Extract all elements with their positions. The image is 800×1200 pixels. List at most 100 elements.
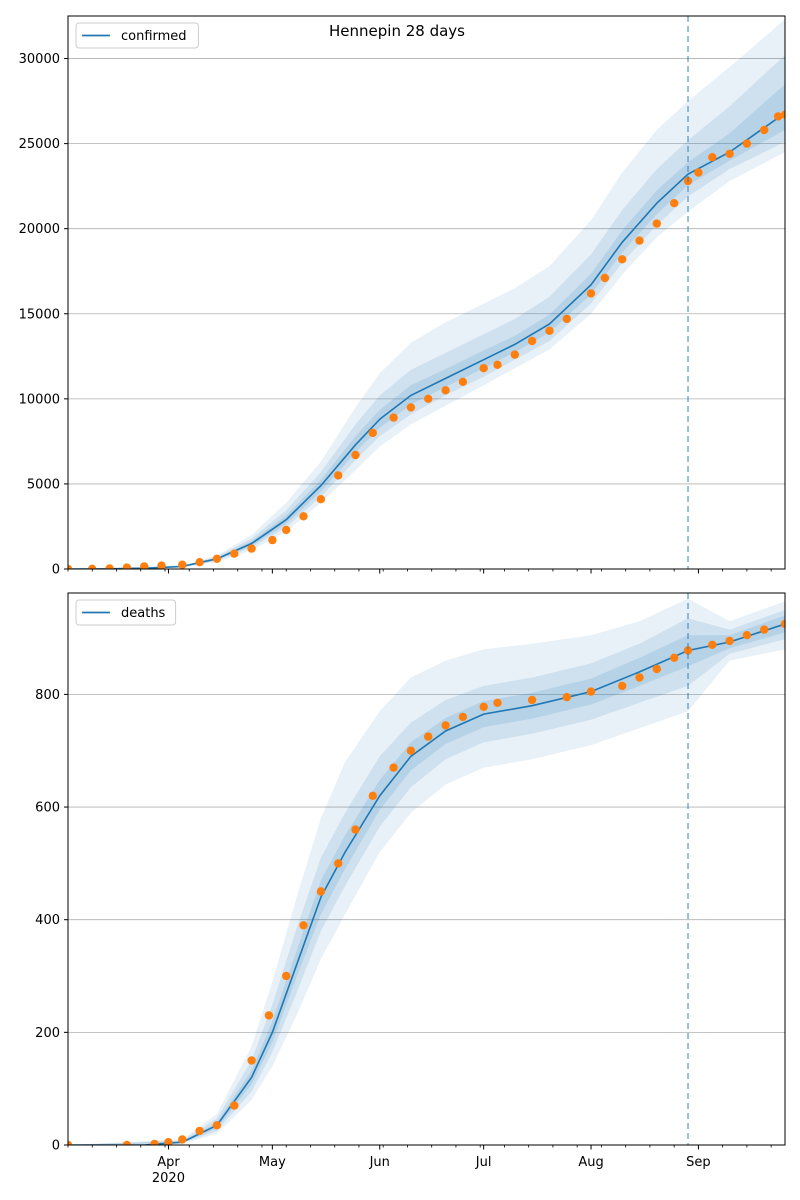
observed-point <box>586 687 596 696</box>
observed-point <box>600 273 610 283</box>
observed-point <box>652 664 661 674</box>
observed-point <box>458 712 468 722</box>
observed-point <box>780 619 785 629</box>
observed-point <box>493 698 502 707</box>
x-tick-sublabel: 2020 <box>152 1171 185 1186</box>
observed-point <box>670 199 679 208</box>
axes-frame <box>67 15 786 570</box>
y-tick-label: 200 <box>35 1026 60 1041</box>
observed-point <box>760 125 769 135</box>
y-tick-label: 800 <box>35 688 60 703</box>
observed-point <box>157 561 166 569</box>
observed-point <box>316 495 326 504</box>
observed-point <box>780 110 785 119</box>
observed-point <box>441 386 450 395</box>
band-outer <box>68 598 785 1145</box>
observed-point <box>195 558 204 567</box>
observed-point <box>212 554 222 563</box>
plot-area <box>68 16 785 569</box>
confirmed-panel: 0 5000 10000 15000 20000 25000 30000 confirmed <box>19 15 786 578</box>
y-tick-label: 30000 <box>19 52 60 67</box>
observed-point <box>230 1101 239 1110</box>
observed-point <box>389 413 398 422</box>
observed-point <box>742 631 752 640</box>
x-tick-label: Aug <box>578 1155 603 1170</box>
y-tick-label: 600 <box>35 801 60 816</box>
observed-point <box>670 653 679 662</box>
observed-point <box>368 428 377 438</box>
observed-point <box>334 859 343 868</box>
observed-point <box>760 625 769 634</box>
observed-point <box>351 825 360 834</box>
observed-point <box>406 746 416 755</box>
observed-point <box>247 544 256 553</box>
observed-point <box>351 450 360 460</box>
observed-point <box>683 646 693 655</box>
observed-point <box>586 289 596 298</box>
y-tick-label: 10000 <box>19 392 60 407</box>
legend-box <box>75 22 199 49</box>
x-tick-label: Apr <box>157 1155 180 1170</box>
observed-point <box>479 702 488 711</box>
observed-point <box>406 403 416 412</box>
observed-point <box>441 721 450 730</box>
observed-point <box>68 564 73 569</box>
observed-point <box>725 636 734 646</box>
x-tick-label: Sep <box>686 1155 711 1170</box>
observed-point <box>122 1140 132 1145</box>
observed-point <box>334 471 343 480</box>
figure-title: Hennepin 28 days <box>329 22 465 40</box>
observed-point <box>282 971 291 981</box>
observed-point <box>140 562 149 569</box>
observed-point <box>708 640 717 649</box>
observed-point <box>178 1135 187 1144</box>
y-tick-label: 400 <box>35 913 60 928</box>
observed-point <box>458 377 468 386</box>
observed-point <box>316 887 326 896</box>
observed-point <box>282 525 291 535</box>
observed-point <box>150 1139 159 1145</box>
observed-point <box>618 255 627 264</box>
observed-point <box>742 139 752 148</box>
band-middle <box>68 609 785 1145</box>
observed-point <box>212 1121 222 1130</box>
x-tick-label: Jul <box>475 1155 492 1170</box>
observed-point <box>424 732 433 741</box>
observed-point <box>493 360 502 369</box>
observed-point <box>247 1056 256 1065</box>
observed-point <box>635 236 644 245</box>
observed-point <box>527 695 537 705</box>
observed-point <box>164 1138 173 1145</box>
x-tick-label: Jun <box>369 1155 390 1170</box>
observed-point <box>268 535 277 545</box>
y-tick-label: 0 <box>52 563 60 578</box>
observed-point <box>618 681 627 691</box>
observed-point <box>368 791 377 800</box>
y-tick-label: 0 <box>52 1139 60 1154</box>
legend-box <box>75 599 177 626</box>
observed-point <box>264 1011 274 1020</box>
observed-point <box>122 563 132 569</box>
model-line <box>68 112 785 569</box>
observed-point <box>389 763 398 772</box>
observed-point <box>708 153 717 162</box>
observed-point <box>510 350 519 359</box>
y-tick-label: 15000 <box>19 307 60 322</box>
plot-area <box>68 593 785 1145</box>
observed-point <box>299 921 308 930</box>
y-tick-label: 25000 <box>19 137 60 152</box>
observed-point <box>178 560 187 569</box>
observed-point <box>299 512 308 521</box>
observed-point <box>88 564 97 569</box>
legend: confirmed <box>75 22 199 49</box>
observed-point <box>479 364 488 373</box>
observed-point <box>725 149 734 158</box>
observed-point <box>230 549 239 558</box>
observed-point <box>773 112 783 121</box>
observed-point <box>68 1140 73 1145</box>
observed-point <box>562 314 571 324</box>
observed-point <box>562 693 571 702</box>
observed-point <box>635 673 644 682</box>
